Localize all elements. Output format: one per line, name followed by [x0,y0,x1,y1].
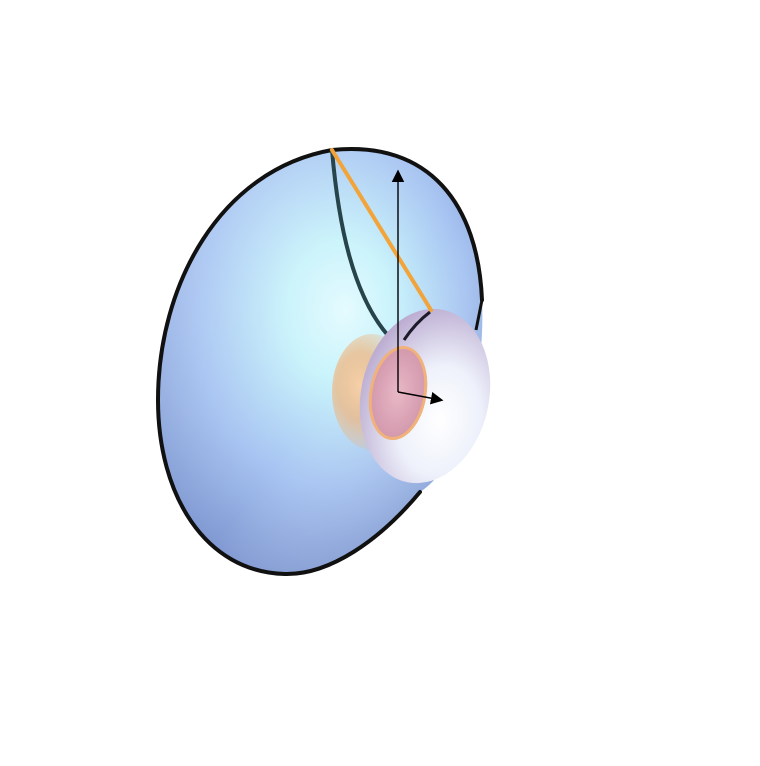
axis-arrows [391,169,444,405]
generating-curve [330,148,396,344]
inner-rim-dark-edge [402,310,431,341]
outer-rim [155,147,484,577]
inner-rim [359,308,491,484]
orange-segment [330,148,433,312]
throat-opening [368,345,428,441]
arrow-right-icon [397,391,444,405]
outer-rim-edge [474,299,484,331]
